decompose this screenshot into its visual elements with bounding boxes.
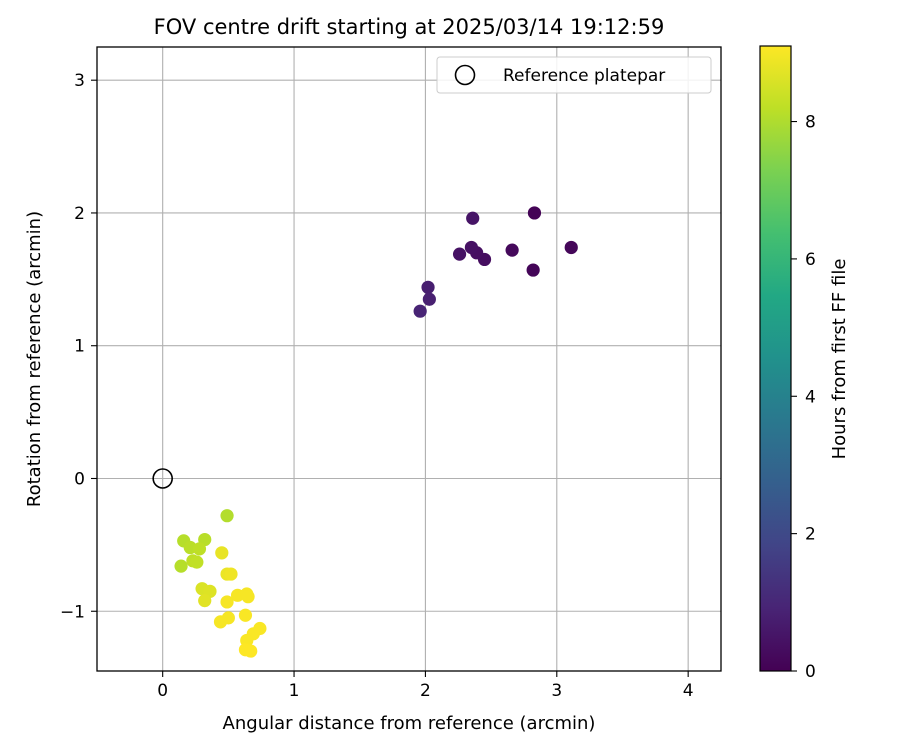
x-tick-label: 4 (683, 681, 694, 701)
y-axis-label: Rotation from reference (arcmin) (24, 211, 45, 507)
scatter-point (413, 304, 427, 318)
colorbar-ticks: 0 2 4 6 8 (791, 113, 816, 682)
scatter-point (224, 567, 238, 581)
plot-area-frame (96, 46, 722, 672)
colorbar-tick-label: 6 (805, 250, 816, 270)
colorbar: 0 2 4 6 8 Hours from first FF file (759, 45, 850, 682)
scatter-point (244, 644, 258, 658)
legend-label: Reference platepar (503, 66, 665, 86)
colorbar-label: Hours from first FF file (829, 259, 850, 460)
scatter-point (198, 594, 212, 608)
scatter-point (213, 615, 228, 629)
legend-marker-circle (454, 64, 476, 86)
y-tick-label: 1 (74, 337, 85, 357)
axis-ticks: 0 1 2 3 4 −1 0 1 2 3 (60, 71, 694, 701)
scatter-points (152, 206, 578, 658)
scatter-point (241, 590, 255, 604)
scatter-point (220, 595, 234, 609)
scatter-point (190, 555, 204, 569)
x-axis-label: Angular distance from reference (arcmin) (223, 713, 596, 734)
scatter-point (174, 559, 188, 573)
scatter-point (526, 263, 540, 277)
scatter-point (466, 211, 480, 225)
y-tick-label: 2 (74, 204, 85, 224)
y-tick-label: 3 (74, 71, 85, 91)
legend-frame (436, 56, 712, 94)
grid-lines (97, 47, 721, 671)
chart-title: FOV centre drift starting at 2025/03/14 … (154, 15, 665, 39)
colorbar-tick-label: 0 (805, 662, 816, 682)
scatter-point (238, 608, 253, 622)
scatter-point (527, 206, 542, 220)
legend: Reference platepar (436, 56, 712, 94)
scatter-point (220, 509, 234, 523)
scatter-point (422, 292, 436, 306)
x-tick-label: 2 (420, 681, 431, 701)
colorbar-tick-label: 4 (805, 387, 816, 407)
scatter-point (464, 240, 478, 255)
scatter-point (192, 542, 207, 556)
colorbar-tick-label: 8 (805, 113, 816, 133)
scatter-point (421, 280, 435, 294)
x-tick-label: 0 (157, 681, 168, 701)
scatter-point (564, 240, 578, 255)
colorbar-gradient (759, 45, 792, 672)
colorbar-tick-label: 2 (805, 525, 816, 545)
scatter-point (452, 247, 467, 261)
x-tick-label: 1 (289, 681, 300, 701)
scatter-point (505, 243, 519, 257)
scatter-point (215, 546, 229, 560)
reference-platepar-marker (152, 468, 173, 489)
y-tick-label: −1 (60, 602, 85, 622)
y-tick-label: 0 (74, 469, 85, 489)
x-tick-label: 3 (551, 681, 562, 701)
